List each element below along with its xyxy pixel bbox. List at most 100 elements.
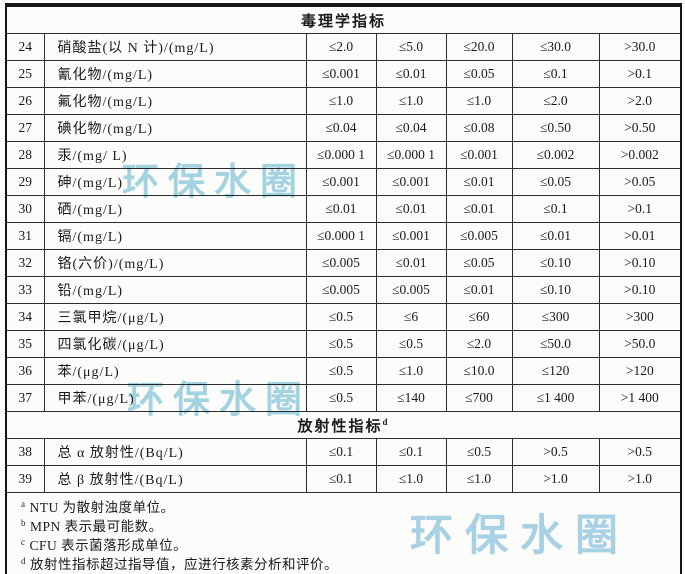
limit-class-3: ≤1.0	[445, 87, 513, 115]
limit-class-3: ≤0.01	[445, 195, 513, 223]
limit-class-1: ≤0.000 1	[305, 141, 377, 169]
limit-class-1: ≤0.5	[305, 384, 377, 412]
table-row: 28 汞/(mg/ L) ≤0.000 1 ≤0.000 1 ≤0.001 ≤0…	[5, 141, 682, 169]
table-row: 32 铬(六价)/(mg/L) ≤0.005 ≤0.01 ≤0.05 ≤0.10…	[5, 249, 682, 277]
limit-class-1: ≤0.04	[305, 114, 377, 142]
limit-class-3: ≤60	[445, 303, 513, 331]
parameter-name: 总 β 放射性/(Bq/L)	[43, 465, 307, 493]
limit-class-4: ≤1 400	[511, 384, 600, 412]
limit-class-3: ≤0.5	[445, 438, 513, 466]
table-row: 35 四氯化碳/(μg/L) ≤0.5 ≤0.5 ≤2.0 ≤50.0 >50.…	[5, 330, 682, 358]
limit-class-4: ≤300	[511, 303, 600, 331]
limit-class-4: ≤2.0	[511, 87, 600, 115]
section-title-superscript: d	[382, 416, 390, 427]
limit-class-4: ≤30.0	[511, 33, 600, 61]
section-title-toxicology: 毒理学指标	[5, 4, 682, 34]
limit-class-2: ≤0.5	[375, 330, 447, 358]
limit-class-5: >0.002	[598, 141, 682, 169]
parameter-name: 甲苯/(μg/L)	[43, 384, 307, 412]
table-row: 29 砷/(mg/L) ≤0.001 ≤0.001 ≤0.01 ≤0.05 >0…	[5, 168, 682, 196]
parameter-name: 砷/(mg/L)	[43, 168, 307, 196]
row-number: 25	[5, 60, 45, 88]
section-row-toxicology: 毒理学指标	[5, 4, 682, 34]
limit-class-5: >0.50	[598, 114, 682, 142]
limit-class-4: >0.5	[511, 438, 600, 466]
limit-class-5: >0.05	[598, 168, 682, 196]
limit-class-2: ≤1.0	[375, 87, 447, 115]
limit-class-4: ≤120	[511, 357, 600, 385]
limit-class-2: ≤0.01	[375, 60, 447, 88]
table-row: 26 氟化物/(mg/L) ≤1.0 ≤1.0 ≤1.0 ≤2.0 >2.0	[5, 87, 682, 115]
limit-class-1: ≤0.01	[305, 195, 377, 223]
table-row: 31 镉/(mg/L) ≤0.000 1 ≤0.001 ≤0.005 ≤0.01…	[5, 222, 682, 250]
limit-class-3: ≤0.001	[445, 141, 513, 169]
limit-class-4: ≤0.002	[511, 141, 600, 169]
limit-class-3: ≤0.05	[445, 60, 513, 88]
limit-class-4: ≤0.01	[511, 222, 600, 250]
table-row: 39 总 β 放射性/(Bq/L) ≤0.1 ≤1.0 ≤1.0 >1.0 >1…	[5, 465, 682, 493]
row-number: 30	[5, 195, 45, 223]
limit-class-2: ≤0.005	[375, 276, 447, 304]
limit-class-5: >0.10	[598, 249, 682, 277]
limit-class-1: ≤0.1	[305, 438, 377, 466]
limit-class-2: ≤6	[375, 303, 447, 331]
row-number: 32	[5, 249, 45, 277]
footnote-line: c CFU 表示菌落形成单位。	[21, 536, 672, 555]
parameter-name: 铬(六价)/(mg/L)	[43, 249, 307, 277]
limit-class-1: ≤0.1	[305, 465, 377, 493]
limit-class-1: ≤1.0	[305, 87, 377, 115]
limit-class-2: ≤0.04	[375, 114, 447, 142]
row-number: 35	[5, 330, 45, 358]
limit-class-2: ≤0.001	[375, 222, 447, 250]
table-row: 33 铅/(mg/L) ≤0.005 ≤0.005 ≤0.01 ≤0.10 >0…	[5, 276, 682, 304]
limit-class-2: ≤1.0	[375, 357, 447, 385]
limit-class-3: ≤0.01	[445, 276, 513, 304]
limit-class-5: >1.0	[598, 465, 682, 493]
row-number: 34	[5, 303, 45, 331]
parameter-name: 镉/(mg/L)	[43, 222, 307, 250]
footnote-line: a NTU 为散射浊度单位。	[21, 498, 672, 517]
limit-class-1: ≤0.5	[305, 303, 377, 331]
section-row-radioactivity: 放射性指标d	[5, 411, 682, 439]
parameter-name: 硒/(mg/L)	[43, 195, 307, 223]
limit-class-5: >0.1	[598, 60, 682, 88]
limit-class-5: >0.01	[598, 222, 682, 250]
row-number: 39	[5, 465, 45, 493]
footnotes-cell: a NTU 为散射浊度单位。 b MPN 表示最可能数。 c CFU 表示菌落形成单位。 d…	[5, 492, 682, 574]
footnote-marker: c	[21, 536, 26, 547]
limit-class-5: >0.1	[598, 195, 682, 223]
limit-class-2: ≤0.1	[375, 438, 447, 466]
footnote-text: NTU 为散射浊度单位。	[29, 500, 175, 515]
table-row: 34 三氯甲烷/(μg/L) ≤0.5 ≤6 ≤60 ≤300 >300	[5, 303, 682, 331]
row-number: 26	[5, 87, 45, 115]
row-number: 38	[5, 438, 45, 466]
limit-class-2: ≤1.0	[375, 465, 447, 493]
table-row: 24 硝酸盐(以 N 计)/(mg/L) ≤2.0 ≤5.0 ≤20.0 ≤30…	[5, 33, 682, 61]
footnote-line: d 放射性指标超过指导值，应进行核素分析和评价。	[21, 555, 672, 574]
limit-class-5: >50.0	[598, 330, 682, 358]
limit-class-5: >1 400	[598, 384, 682, 412]
parameter-name: 铅/(mg/L)	[43, 276, 307, 304]
table-row: 25 氰化物/(mg/L) ≤0.001 ≤0.01 ≤0.05 ≤0.1 >0…	[5, 60, 682, 88]
limit-class-1: ≤0.001	[305, 60, 377, 88]
parameter-name: 碘化物/(mg/L)	[43, 114, 307, 142]
limit-class-2: ≤0.001	[375, 168, 447, 196]
limit-class-3: ≤0.005	[445, 222, 513, 250]
limit-class-2: ≤5.0	[375, 33, 447, 61]
section-title-text: 放射性指标	[297, 418, 383, 435]
row-number: 33	[5, 276, 45, 304]
footnote-marker: b	[21, 517, 26, 528]
limit-class-4: ≤0.10	[511, 249, 600, 277]
limit-class-2: ≤0.01	[375, 249, 447, 277]
row-number: 28	[5, 141, 45, 169]
row-number: 37	[5, 384, 45, 412]
row-number: 36	[5, 357, 45, 385]
row-number: 24	[5, 33, 45, 61]
limit-class-1: ≤0.005	[305, 249, 377, 277]
limit-class-3: ≤0.05	[445, 249, 513, 277]
limit-class-5: >2.0	[598, 87, 682, 115]
limit-class-4: >1.0	[511, 465, 600, 493]
limit-class-4: ≤0.1	[511, 195, 600, 223]
limit-class-5: >30.0	[598, 33, 682, 61]
